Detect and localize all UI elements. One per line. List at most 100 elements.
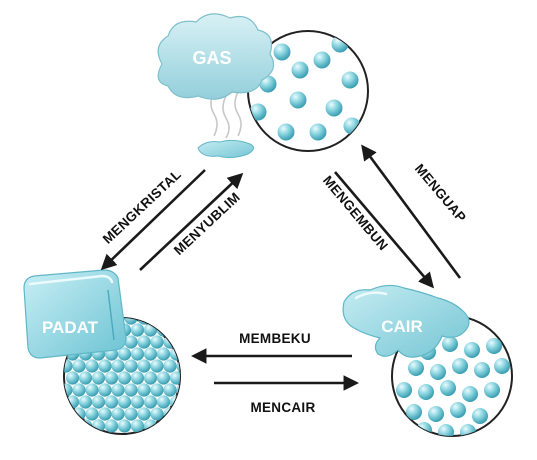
- gas-particle: [273, 43, 291, 61]
- liquid-particle: [464, 342, 480, 358]
- arrow-mengembun: [334, 171, 435, 289]
- solid-particle: [78, 395, 93, 409]
- solid-particle: [124, 383, 138, 397]
- solid-particle: [104, 395, 119, 409]
- solid-particle: [143, 395, 158, 409]
- liquid-particle: [460, 424, 476, 436]
- liquid-particle: [494, 358, 510, 374]
- liquid-particle: [440, 380, 456, 396]
- solid-particle: [183, 323, 196, 336]
- solid-particle: [169, 371, 180, 385]
- solid-particle: [150, 383, 164, 397]
- solid-particle: [150, 318, 164, 325]
- solid-particle: [91, 395, 106, 409]
- solid-particle: [98, 383, 112, 397]
- gas-particle: [291, 61, 309, 79]
- liquid-particle: [396, 382, 412, 398]
- solid-particle: [130, 347, 145, 361]
- gas-particle: [309, 123, 327, 141]
- liquid-particle: [408, 360, 424, 376]
- process-arrows: [100, 144, 462, 391]
- label-mencair: MENCAIR: [250, 400, 315, 415]
- solid-particle: [163, 359, 177, 373]
- solid-particle: [150, 359, 164, 373]
- solid-particle: [124, 335, 138, 349]
- gas-particle: [249, 103, 267, 121]
- solid-particle: [98, 359, 112, 373]
- gas-particle: [259, 75, 277, 93]
- solid-particle: [91, 419, 106, 433]
- label-mengembun: MENGEMBUN: [320, 173, 391, 254]
- solid-particle: [130, 419, 145, 433]
- solid-particle: [156, 347, 171, 361]
- liquid-particle: [406, 404, 422, 420]
- solid-particle: [111, 359, 125, 373]
- arrow-menguap: [361, 144, 462, 279]
- solid-label: PADAT: [42, 318, 99, 337]
- solid-particle: [176, 407, 180, 421]
- solid-particle: [117, 395, 132, 409]
- solid-particle: [72, 383, 86, 397]
- solid-particle: [137, 335, 151, 349]
- solid-particle: [85, 407, 99, 421]
- solid-particle: [130, 371, 145, 385]
- solid-particle: [65, 419, 80, 433]
- label-menyublim: MENYUBLIM: [171, 189, 243, 258]
- solid-particle: [65, 371, 80, 385]
- liquid-particle: [450, 402, 466, 418]
- solid-particle: [163, 383, 177, 397]
- solid-particle: [98, 407, 112, 421]
- solid-particle: [176, 335, 180, 349]
- solid-particle: [137, 359, 151, 373]
- liquid-particle: [418, 384, 434, 400]
- liquid-particle: [442, 336, 458, 352]
- solid-particle: [117, 419, 132, 433]
- solid-particle: [91, 371, 106, 385]
- label-menguap: MENGUAP: [412, 161, 469, 225]
- solid-particle: [156, 395, 171, 409]
- solid-particle: [183, 371, 196, 384]
- solid-particle: [183, 419, 196, 432]
- solid-particle: [137, 407, 151, 421]
- liquid-particle: [472, 408, 488, 424]
- arrow-menyublim: [139, 172, 244, 271]
- solid-particle: [143, 347, 158, 361]
- liquid-particle: [462, 386, 478, 402]
- solid-particle: [169, 323, 180, 337]
- solid-particle: [111, 383, 125, 397]
- solid-particle: [143, 419, 158, 433]
- solid-particle: [169, 419, 180, 433]
- solid-particle: [64, 383, 73, 397]
- liquid-label: CAIR: [381, 317, 423, 336]
- liquid-particle: [484, 382, 500, 398]
- solid-particle: [104, 419, 119, 433]
- solid-particle: [104, 371, 119, 385]
- solid-particle: [117, 347, 132, 361]
- liquid-particle: [430, 364, 446, 380]
- liquid-particle: [428, 406, 444, 422]
- gas-particle-circle: [247, 30, 369, 152]
- arrow-mengkristal: [100, 169, 206, 271]
- solid-particle: [176, 318, 180, 325]
- liquid-particle: [486, 338, 502, 354]
- solid-particle: [78, 371, 93, 385]
- solid-particle: [150, 335, 164, 349]
- liquid-particle: [438, 424, 454, 436]
- solid-particle: [156, 371, 171, 385]
- solid-particle: [137, 318, 151, 325]
- solid-particle: [163, 318, 177, 325]
- gas-particle: [341, 71, 359, 89]
- solid-particle: [64, 359, 73, 373]
- solid-particle: [124, 318, 138, 325]
- gas-label: GAS: [192, 48, 231, 68]
- solid-particle: [143, 371, 158, 385]
- label-mengkristal: MENGKRISTAL: [100, 167, 184, 247]
- solid-particle: [130, 395, 145, 409]
- solid-particle: [124, 359, 138, 373]
- solid-particle: [72, 359, 86, 373]
- solid-particle: [85, 383, 99, 397]
- solid-particle: [137, 383, 151, 397]
- liquid-particle: [452, 358, 468, 374]
